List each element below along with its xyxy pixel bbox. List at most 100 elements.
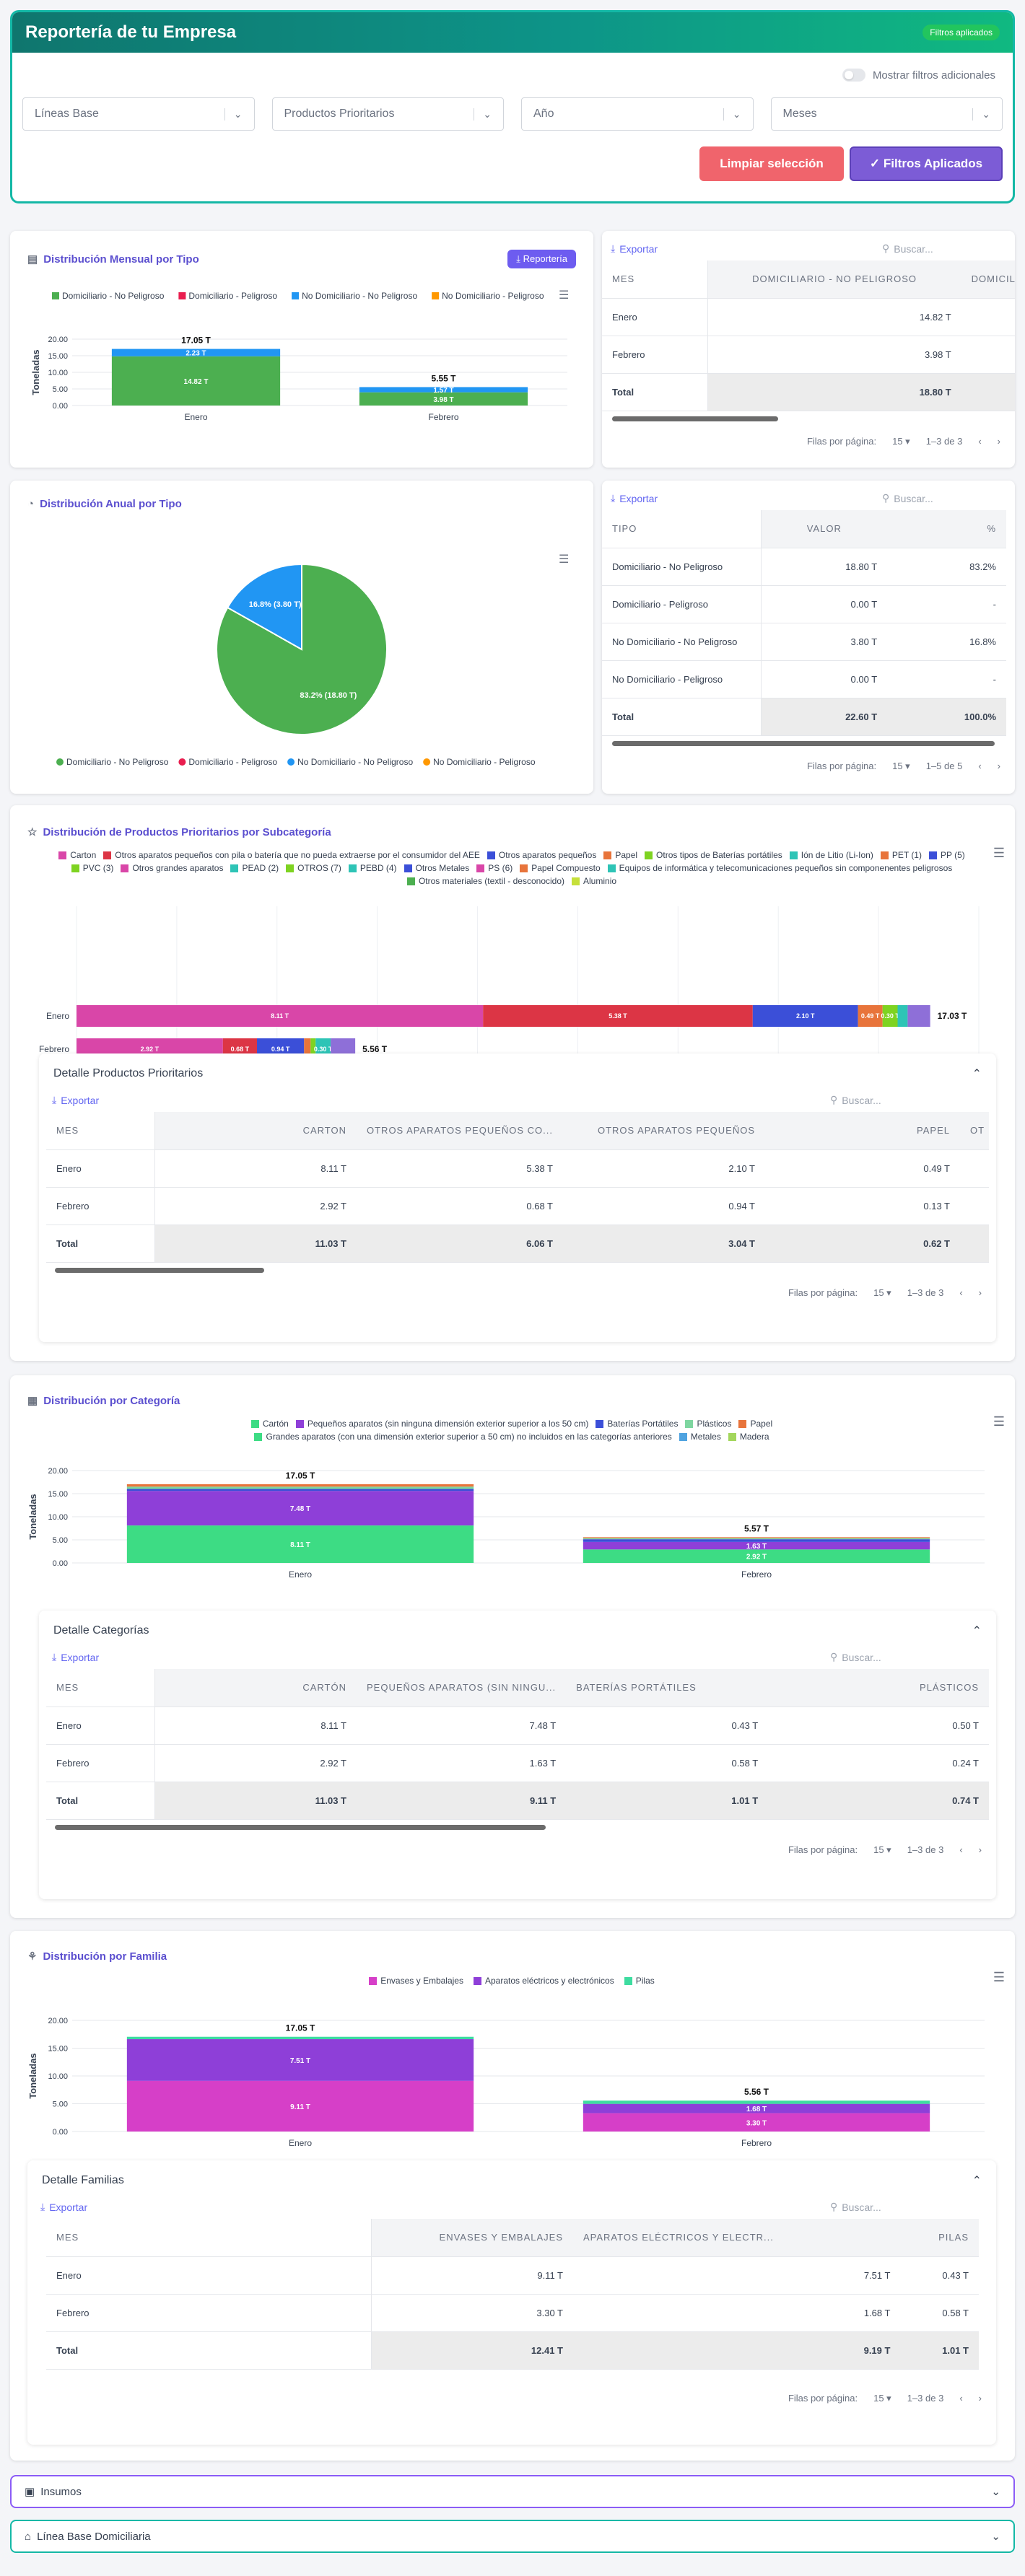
select-lineas-base[interactable]: Líneas Base ⌄ (22, 97, 255, 131)
legend-item[interactable]: PVC (3) (71, 863, 113, 873)
rows-per-page-select[interactable]: 15 ▾ (873, 2392, 891, 2404)
legend-item[interactable]: Otros Metales (404, 863, 469, 873)
horizontal-scrollbar[interactable] (46, 1266, 989, 1274)
menu-icon[interactable]: ☰ (993, 1970, 1005, 1984)
col-header[interactable]: PLÁSTICOS (768, 1669, 989, 1707)
insumos-accordion[interactable]: ▣ Insumos ⌄ (10, 2475, 1015, 2508)
legend-item[interactable]: Carton (58, 850, 96, 860)
select-productos-prioritarios[interactable]: Productos Prioritarios ⌄ (271, 97, 504, 131)
export-button[interactable]: ⤓ Exportar (611, 242, 658, 255)
col-header[interactable]: APARATOS ELÉCTRICOS Y ELECTR... (573, 2219, 901, 2257)
legend-item[interactable]: PET (1) (880, 850, 922, 860)
col-header[interactable]: OT (960, 1112, 989, 1150)
col-header[interactable]: MES (46, 1669, 155, 1707)
category-stacked-bar-chart: 0.00 5.00 10.00 15.00 20.00 Toneladas 8.11 T 7.… (27, 1467, 985, 1580)
legend-item[interactable]: Otros aparatos pequeños (487, 850, 596, 860)
family-detail-header[interactable]: Detalle Familias ⌃ (27, 2160, 996, 2201)
col-header[interactable]: DOMICIL (961, 260, 1015, 299)
legend-item[interactable]: Madera (728, 1432, 769, 1442)
search-input[interactable]: ⚲ Buscar... (830, 1651, 974, 1663)
linea-base-accordion[interactable]: ⌂ Línea Base Domiciliaria ⌄ (10, 2520, 1015, 2553)
legend-item[interactable]: PEAD (2) (230, 863, 279, 873)
col-header[interactable]: VALOR (761, 510, 888, 548)
apply-filters-button[interactable]: ✓ Filtros Aplicados (850, 146, 1003, 181)
annual-chart-title: ◔ Distribución Anual por Tipo (10, 481, 593, 510)
report-button[interactable]: ⤓ Reportería (507, 250, 576, 268)
legend-item[interactable]: PEBD (4) (348, 863, 397, 873)
col-header[interactable]: OTROS APARATOS PEQUEÑOS CO... (357, 1112, 563, 1150)
legend-item[interactable]: Papel (738, 1419, 772, 1429)
horizontal-scrollbar[interactable] (46, 1823, 989, 1831)
legend-item[interactable]: Pequeños aparatos (sin ninguna dimensión… (295, 1419, 588, 1429)
table-row: Febrero 3.30 T 1.68 T 0.58 T (46, 2294, 979, 2332)
export-button[interactable]: ⤓ Exportar (52, 1094, 99, 1106)
legend-item[interactable]: PS (6) (476, 863, 512, 873)
col-header[interactable]: % (887, 510, 1006, 548)
col-header[interactable]: CARTON (154, 1112, 357, 1150)
col-header[interactable]: PILAS (900, 2219, 979, 2257)
legend-item[interactable]: Aparatos eléctricos y electrónicos (473, 1976, 614, 1986)
search-input[interactable]: ⚲ Buscar... (830, 1094, 974, 1106)
prev-page-icon[interactable]: ‹ (959, 1844, 963, 1855)
search-input[interactable]: ⚲ Buscar... (830, 2201, 974, 2213)
legend-item[interactable]: OTROS (7) (286, 863, 341, 873)
rows-per-page-select[interactable]: 15 ▾ (873, 1287, 891, 1298)
additional-filters-switch[interactable] (842, 69, 865, 82)
menu-icon[interactable]: ☰ (993, 846, 1005, 860)
prev-page-icon[interactable]: ‹ (978, 761, 982, 771)
col-header[interactable]: BATERÍAS PORTÁTILES (566, 1669, 769, 1707)
horizontal-scrollbar[interactable] (602, 414, 1015, 423)
clear-selection-button[interactable]: Limpiar selección (699, 146, 844, 181)
col-header[interactable]: OTROS APARATOS PEQUEÑOS (563, 1112, 765, 1150)
next-page-icon[interactable]: › (997, 761, 1000, 771)
rows-per-page-select[interactable]: 15 ▾ (892, 760, 910, 771)
legend-item[interactable]: Otros aparatos pequeños con pila o bater… (103, 850, 480, 860)
col-header[interactable]: PEQUEÑOS APARATOS (SIN NINGU... (357, 1669, 567, 1707)
legend-item[interactable]: Pilas (624, 1976, 655, 1986)
export-button[interactable]: ⤓ Exportar (40, 2201, 87, 2213)
col-header[interactable]: TIPO (602, 510, 762, 548)
legend-item[interactable]: Metales (679, 1432, 721, 1442)
next-page-icon[interactable]: › (978, 1844, 982, 1855)
products-detail-header[interactable]: Detalle Productos Prioritarios ⌃ (39, 1053, 996, 1094)
legend-item[interactable]: Papel Compuesto (520, 863, 601, 873)
col-header[interactable]: PAPEL (765, 1112, 960, 1150)
select-anio[interactable]: Año ⌄ (521, 97, 754, 131)
col-header[interactable]: ENVASES Y EMBALAJES (371, 2219, 573, 2257)
legend-item[interactable]: Otros materiales (textil - desconocido) (406, 876, 564, 886)
legend-item[interactable]: Envases y Embalajes (369, 1976, 463, 1986)
horizontal-scrollbar[interactable] (602, 739, 1015, 748)
legend-item[interactable]: Grandes aparatos (con una dimensión exte… (254, 1432, 672, 1442)
legend-item[interactable]: Otros grandes aparatos (121, 863, 223, 873)
legend-item[interactable]: Otros tipos de Baterías portátiles (645, 850, 782, 860)
select-meses[interactable]: Meses ⌄ (770, 97, 1003, 131)
prev-page-icon[interactable]: ‹ (959, 1287, 963, 1298)
search-input[interactable]: ⚲ Buscar... (882, 242, 1005, 255)
col-header[interactable]: CARTÓN (154, 1669, 357, 1707)
prev-page-icon[interactable]: ‹ (959, 2393, 963, 2404)
legend-item[interactable]: Aluminio (572, 876, 616, 886)
search-input[interactable]: ⚲ Buscar... (882, 492, 1005, 504)
category-detail-header[interactable]: Detalle Categorías ⌃ (39, 1611, 996, 1651)
col-header[interactable]: DOMICILIARIO - NO PELIGROSO (707, 260, 961, 299)
next-page-icon[interactable]: › (978, 2393, 982, 2404)
menu-icon[interactable]: ☰ (993, 1414, 1005, 1429)
next-page-icon[interactable]: › (978, 1287, 982, 1298)
col-header[interactable]: MES (46, 1112, 155, 1150)
col-header[interactable]: MES (602, 260, 708, 299)
legend-item[interactable]: Papel (603, 850, 637, 860)
export-button[interactable]: ⤓ Exportar (611, 492, 658, 504)
legend-item[interactable]: Plásticos (685, 1419, 731, 1429)
cell: Enero (46, 2256, 372, 2295)
export-button[interactable]: ⤓ Exportar (52, 1651, 99, 1663)
prev-page-icon[interactable]: ‹ (978, 436, 982, 447)
legend-item[interactable]: PP (5) (928, 850, 965, 860)
col-header[interactable]: MES (46, 2219, 372, 2257)
rows-per-page-select[interactable]: 15 ▾ (873, 1844, 891, 1855)
rows-per-page-select[interactable]: 15 ▾ (892, 435, 910, 447)
legend-item[interactable]: Ión de Litio (Li-Ion) (789, 850, 873, 860)
next-page-icon[interactable]: › (997, 436, 1000, 447)
legend-item[interactable]: Equipos de informática y telecomunicacio… (607, 863, 952, 873)
legend-item[interactable]: Cartón (250, 1419, 289, 1429)
legend-item[interactable]: Baterías Portátiles (596, 1419, 678, 1429)
